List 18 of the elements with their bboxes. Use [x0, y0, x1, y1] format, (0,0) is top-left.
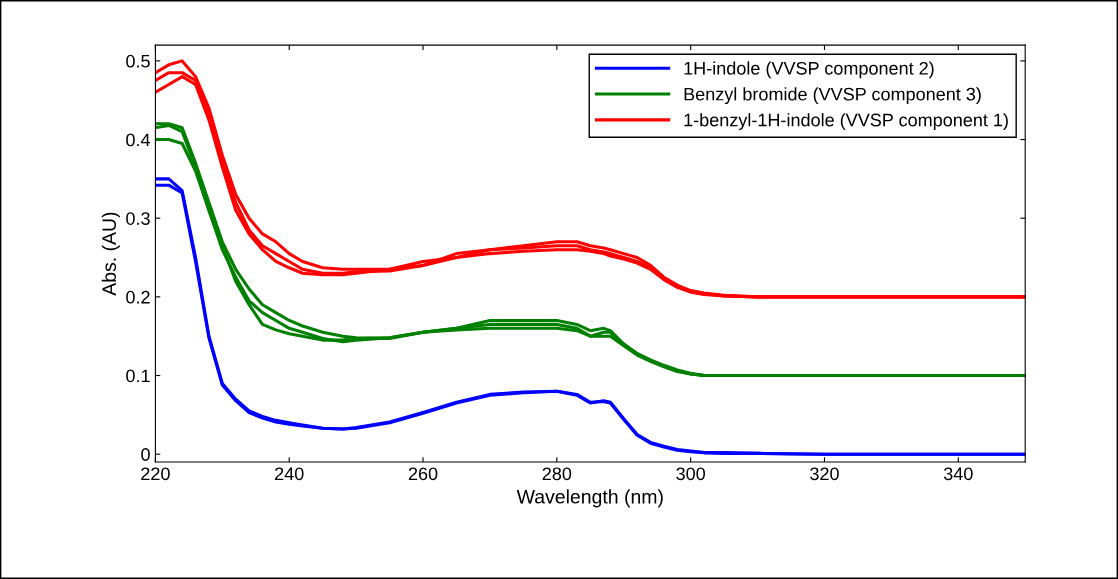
- x-tick-label: 300: [676, 467, 706, 481]
- y-tick-label: 0.3: [126, 212, 150, 225]
- x-tick-label: 280: [542, 467, 572, 481]
- legend-label: Benzyl bromide (VVSP component 3): [684, 87, 981, 105]
- y-tick-label: 0.5: [126, 54, 150, 68]
- legend-label: 1H-indole (VVSP component 2): [684, 61, 934, 79]
- x-tick-label: 240: [275, 467, 304, 481]
- x-tick-label: 320: [810, 467, 839, 481]
- y-tick-label: 0.1: [126, 369, 150, 383]
- y-tick-label: 0.2: [126, 290, 150, 304]
- y-axis-title: Abs. (AU): [101, 212, 120, 296]
- y-tick-label: 0.4: [126, 133, 151, 147]
- x-tick-label: 220: [141, 467, 170, 481]
- x-axis-title: Wavelength (nm): [516, 489, 663, 508]
- y-tick-label: 0: [141, 448, 150, 461]
- x-tick-label: 340: [943, 467, 973, 481]
- x-tick-label: 260: [408, 467, 438, 481]
- legend-label: 1-benzyl-1H-indole (VVSP component 1): [684, 113, 1008, 130]
